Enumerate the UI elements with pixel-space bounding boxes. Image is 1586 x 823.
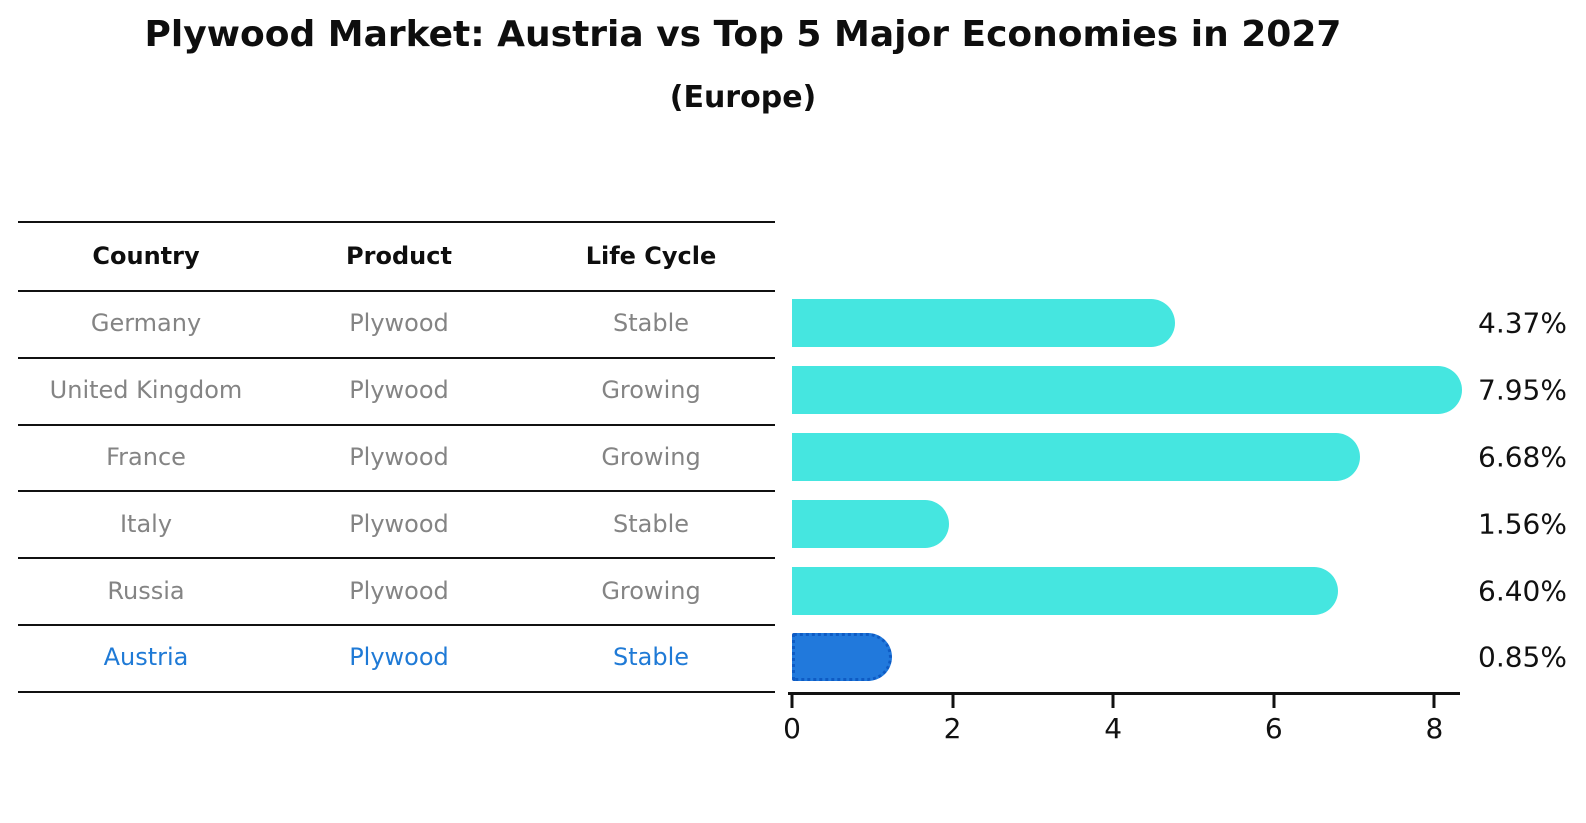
- cell-country: United Kingdom: [49, 376, 243, 405]
- bar-united-kingdom: [792, 366, 1463, 415]
- x-tick-6: [1272, 695, 1276, 708]
- chart-title: Plywood Market: Austria vs Top 5 Major E…: [144, 14, 1342, 55]
- table-rule: [18, 490, 775, 493]
- value-label-italy: 1.56%: [1478, 507, 1567, 541]
- x-tick-label-0: 0: [783, 712, 801, 745]
- column-header-product: Product: [346, 241, 452, 270]
- cell-life_cycle: Growing: [601, 376, 701, 405]
- cell-country: Russia: [107, 576, 185, 605]
- cell-country: France: [106, 443, 186, 471]
- x-axis-line: [788, 692, 1460, 695]
- cell-country: Austria: [103, 643, 189, 672]
- x-tick-2: [951, 695, 955, 708]
- cell-product: Plywood: [349, 309, 449, 338]
- x-tick-8: [1432, 695, 1436, 708]
- bar-italy: [792, 499, 950, 548]
- table-rule: [18, 290, 775, 292]
- value-label-germany: 4.37%: [1478, 306, 1567, 340]
- cell-life_cycle: Growing: [601, 443, 701, 471]
- table-rule: [18, 356, 775, 359]
- x-tick-label-4: 4: [1104, 712, 1123, 745]
- cell-life_cycle: Stable: [612, 643, 690, 672]
- cell-product: Plywood: [349, 509, 449, 538]
- cell-life_cycle: Growing: [601, 576, 701, 605]
- table-rule: [18, 557, 775, 560]
- cell-life_cycle: Stable: [612, 309, 690, 338]
- cell-product: Plywood: [349, 443, 449, 471]
- bar-france: [792, 433, 1361, 481]
- table-rule: [18, 690, 775, 693]
- column-header-life-cycle: Life Cycle: [585, 241, 717, 270]
- cell-country: Italy: [119, 509, 173, 538]
- cell-product: Plywood: [349, 576, 449, 605]
- table-rule: [18, 221, 775, 223]
- cell-product: Plywood: [349, 376, 449, 405]
- x-tick-4: [1111, 695, 1115, 708]
- value-label-france: 6.68%: [1478, 440, 1567, 474]
- chart-subtitle: (Europe): [669, 80, 817, 115]
- x-tick-label-2: 2: [943, 712, 962, 745]
- cell-product: Plywood: [349, 643, 449, 672]
- table-rule: [18, 624, 775, 626]
- value-label-russia: 6.40%: [1478, 574, 1567, 608]
- x-tick-0: [790, 695, 794, 708]
- cell-life_cycle: Stable: [612, 509, 690, 538]
- value-label-united-kingdom: 7.95%: [1478, 373, 1567, 407]
- column-header-country: Country: [92, 241, 200, 270]
- bar-russia: [792, 566, 1338, 615]
- x-tick-label-6: 6: [1264, 712, 1283, 745]
- bar-germany: [792, 299, 1175, 348]
- cell-country: Germany: [90, 309, 202, 338]
- bar-austria: [792, 633, 893, 682]
- table-rule: [18, 423, 775, 426]
- x-tick-label-8: 8: [1425, 712, 1444, 745]
- value-label-austria: 0.85%: [1478, 640, 1567, 674]
